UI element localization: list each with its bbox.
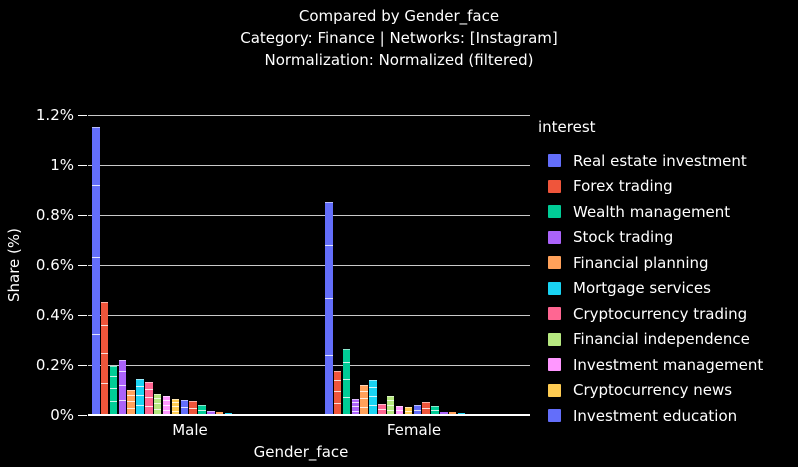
- bar[interactable]: [198, 405, 206, 415]
- y-tick-label: 0.8%: [35, 206, 74, 224]
- x-axis-line: [88, 414, 530, 416]
- legend-item[interactable]: Stock trading: [538, 225, 763, 251]
- chart-title: Compared by Gender_face Category: Financ…: [0, 5, 798, 71]
- plot-area[interactable]: [88, 115, 530, 416]
- y-tick-label: 0.6%: [35, 256, 74, 274]
- legend-swatch-icon: [548, 205, 561, 219]
- legend-swatch-icon: [548, 383, 561, 397]
- legend-item[interactable]: Forex trading: [538, 174, 763, 200]
- bar[interactable]: [351, 399, 360, 415]
- y-tick-label: 1.2%: [35, 106, 74, 124]
- bar[interactable]: [395, 406, 404, 415]
- legend-title: interest: [538, 118, 596, 136]
- chart-title-line-1: Compared by Gender_face: [298, 7, 500, 25]
- bar[interactable]: [171, 399, 180, 415]
- bar[interactable]: [333, 371, 342, 415]
- gridline: [88, 165, 530, 166]
- bar[interactable]: [118, 360, 127, 415]
- x-tick-label-female: Female: [386, 421, 442, 439]
- gridline: [88, 315, 530, 316]
- bar[interactable]: [325, 202, 333, 415]
- y-tick-mark: [78, 315, 87, 316]
- bar[interactable]: [127, 390, 135, 415]
- legend-item-label: Mortgage services: [573, 279, 711, 298]
- legend-swatch-icon: [548, 154, 561, 168]
- legend-item-label: Forex trading: [573, 177, 673, 196]
- legend-items: Real estate investment Forex trading Wealt…: [538, 148, 763, 429]
- bar[interactable]: [100, 302, 109, 415]
- legend-item[interactable]: Financial planning: [538, 250, 763, 276]
- chart-title-line-2: Category: Finance | Networks: [Instagram…: [240, 29, 558, 47]
- bar[interactable]: [378, 404, 386, 415]
- bar[interactable]: [153, 394, 162, 415]
- y-tick-mark: [78, 115, 87, 116]
- bar[interactable]: [145, 382, 153, 415]
- legend-swatch-icon: [548, 281, 561, 295]
- legend-item-label: Financial independence: [573, 330, 750, 349]
- bar[interactable]: [207, 411, 215, 415]
- legend-swatch-icon: [548, 332, 561, 346]
- gridline: [88, 115, 530, 116]
- legend-item-label: Real estate investment: [573, 151, 747, 170]
- legend-swatch-icon: [548, 358, 561, 372]
- bar[interactable]: [136, 379, 144, 415]
- bar[interactable]: [180, 400, 188, 415]
- bar[interactable]: [431, 406, 439, 415]
- y-tick-label: 1%: [50, 156, 74, 174]
- y-tick-mark: [78, 365, 87, 366]
- legend-item[interactable]: Cryptocurrency trading: [538, 301, 763, 327]
- legend-item[interactable]: Cryptocurrency news: [538, 378, 763, 404]
- bar[interactable]: [404, 407, 413, 415]
- legend-swatch-icon: [548, 307, 561, 321]
- bar[interactable]: [369, 380, 377, 415]
- y-tick-mark: [78, 415, 87, 416]
- legend-item-label: Stock trading: [573, 228, 674, 247]
- y-tick-mark: [78, 265, 87, 266]
- x-axis-title: Gender_face: [253, 443, 349, 461]
- legend: interest Real estate investment Forex tra…: [538, 118, 763, 429]
- legend-item-label: Investment management: [573, 355, 764, 374]
- legend-item[interactable]: Real estate investment: [538, 148, 763, 174]
- bar[interactable]: [448, 412, 457, 415]
- bar[interactable]: [440, 412, 448, 415]
- legend-item-label: Investment education: [573, 406, 738, 425]
- bar[interactable]: [422, 402, 430, 415]
- gridline: [88, 365, 530, 366]
- bar[interactable]: [189, 401, 197, 415]
- legend-item-label: Financial planning: [573, 253, 709, 272]
- legend-swatch-icon: [548, 230, 561, 244]
- legend-item[interactable]: Investment education: [538, 403, 763, 429]
- legend-swatch-icon: [548, 409, 561, 423]
- bar[interactable]: [360, 385, 368, 415]
- legend-item[interactable]: Wealth management: [538, 199, 763, 225]
- bar[interactable]: [162, 396, 171, 415]
- y-tick-mark: [78, 215, 87, 216]
- bar[interactable]: [109, 366, 118, 415]
- legend-item-label: Cryptocurrency news: [573, 381, 733, 400]
- x-tick-label-male: Male: [172, 421, 208, 439]
- bar[interactable]: [386, 396, 395, 415]
- legend-swatch-icon: [548, 179, 561, 193]
- bar[interactable]: [342, 349, 351, 415]
- legend-item[interactable]: Mortgage services: [538, 276, 763, 302]
- y-tick-label: 0%: [50, 406, 74, 424]
- bar[interactable]: [92, 127, 100, 415]
- legend-item[interactable]: Financial independence: [538, 327, 763, 353]
- y-tick-mark: [78, 165, 87, 166]
- legend-item-label: Cryptocurrency trading: [573, 304, 748, 323]
- legend-item[interactable]: Investment management: [538, 352, 763, 378]
- gridline: [88, 265, 530, 266]
- legend-swatch-icon: [548, 256, 561, 270]
- gridline: [88, 215, 530, 216]
- chart-title-line-3: Normalization: Normalized (filtered): [264, 51, 534, 69]
- y-tick-label: 0.4%: [35, 306, 74, 324]
- legend-item-label: Wealth management: [573, 202, 731, 221]
- bar[interactable]: [413, 405, 421, 415]
- bar[interactable]: [215, 412, 224, 415]
- y-tick-label: 0.2%: [35, 356, 74, 374]
